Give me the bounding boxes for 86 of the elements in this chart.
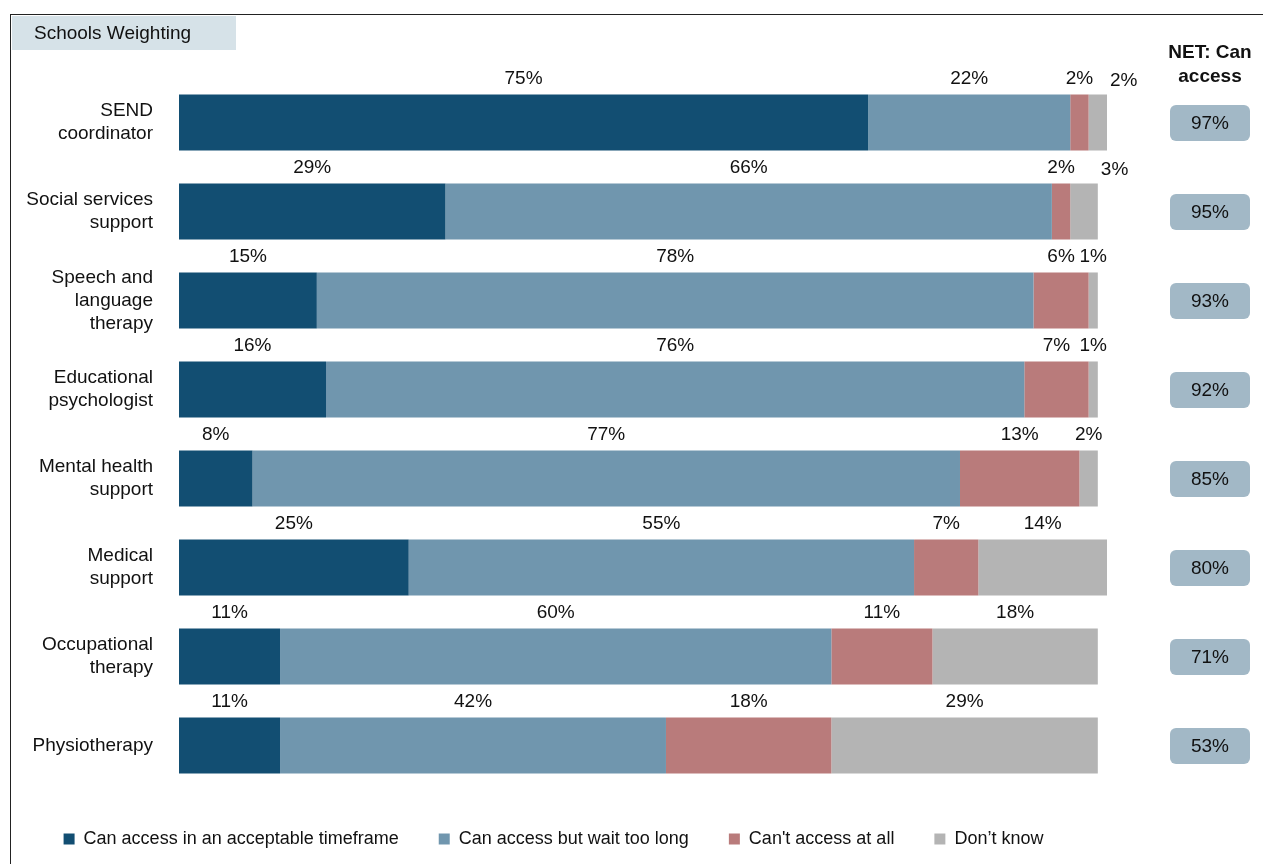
data-label: 18% — [996, 601, 1035, 623]
bar — [1088, 94, 1107, 151]
bar — [179, 183, 446, 240]
text: 97% — [1170, 104, 1250, 141]
bar — [316, 272, 1034, 329]
chart-title: Schools Weighting — [12, 16, 236, 50]
bar — [179, 450, 253, 507]
bar — [445, 183, 1052, 240]
data-label: 29% — [293, 156, 332, 178]
data-label: 2% — [1065, 67, 1094, 89]
legend-label: Don’t know — [954, 827, 1045, 848]
y-tick-label: Educational psychologist — [48, 366, 154, 411]
bar — [831, 717, 1098, 774]
data-label: 29% — [945, 690, 984, 712]
data-label: 6% — [1047, 245, 1075, 267]
data-label: 2% — [1074, 423, 1103, 445]
data-label: 78% — [656, 245, 695, 267]
bar — [179, 272, 317, 329]
data-label: 15% — [228, 245, 268, 267]
data-label: 42% — [454, 690, 493, 712]
data-label: 55% — [642, 512, 681, 534]
bar — [179, 539, 409, 596]
y-tick-label: Medical support — [87, 544, 154, 589]
text: 93% — [1170, 282, 1250, 319]
legend-label: Can access but wait too long — [458, 827, 689, 848]
data-label: 60% — [536, 601, 575, 623]
bar — [179, 94, 869, 151]
y-tick-label: Speech and language therapy — [51, 265, 154, 333]
text: NET: Can access — [1167, 40, 1253, 88]
text: 92% — [1170, 371, 1250, 408]
data-label: 22% — [950, 67, 989, 89]
bar — [179, 717, 281, 774]
bar — [932, 628, 1098, 685]
data-label: 8% — [202, 423, 230, 445]
data-label: 77% — [587, 423, 626, 445]
data-label: 2% — [1047, 156, 1075, 178]
bar — [1070, 94, 1089, 151]
bar — [1088, 361, 1098, 418]
y-tick-label: Occupational therapy — [42, 633, 154, 678]
bar — [252, 450, 960, 507]
bar — [326, 361, 1025, 418]
data-label: 11% — [211, 601, 248, 623]
text: 53% — [1170, 727, 1250, 764]
data-label: 1% — [1079, 334, 1108, 356]
y-tick-label: Mental health support — [38, 455, 154, 500]
data-label: 7% — [1042, 334, 1071, 356]
data-label: 2% — [1110, 69, 1138, 91]
bar — [831, 628, 933, 685]
data-label: 66% — [729, 156, 768, 178]
bar — [179, 361, 327, 418]
data-label: 16% — [233, 334, 272, 356]
y-tick-label: Physiotherapy — [32, 733, 154, 755]
bar — [665, 717, 832, 774]
data-label: 25% — [274, 512, 313, 534]
legend-label: Can't access at all — [748, 827, 895, 848]
text: 80% — [1170, 549, 1250, 586]
bar — [280, 628, 832, 685]
bar — [179, 628, 281, 685]
data-label: 1% — [1079, 245, 1108, 267]
data-label: 3% — [1100, 158, 1129, 180]
data-label: 75% — [504, 67, 543, 89]
data-label: 14% — [1023, 512, 1062, 534]
legend-label: Can access in an acceptable timeframe — [83, 827, 399, 848]
data-label: 7% — [932, 512, 961, 534]
bar — [1051, 183, 1071, 240]
bar — [408, 539, 915, 596]
text: 71% — [1170, 638, 1250, 675]
bar — [1033, 272, 1089, 329]
text: 95% — [1170, 193, 1250, 230]
bar — [1088, 272, 1098, 329]
bar — [868, 94, 1071, 151]
data-label: 18% — [729, 690, 768, 712]
bar — [1024, 361, 1089, 418]
data-label: 13% — [1000, 423, 1039, 445]
bar — [1079, 450, 1098, 507]
y-tick-label: Social services support — [26, 188, 154, 233]
bar — [959, 450, 1080, 507]
bar — [280, 717, 666, 774]
data-label: 11% — [211, 690, 248, 712]
bar — [914, 539, 979, 596]
data-label: 76% — [656, 334, 695, 356]
bar — [978, 539, 1107, 596]
text: 85% — [1170, 460, 1250, 497]
y-tick-label: SEND coordinator — [57, 99, 154, 144]
bar — [1070, 183, 1098, 240]
data-label: 11% — [863, 601, 901, 623]
